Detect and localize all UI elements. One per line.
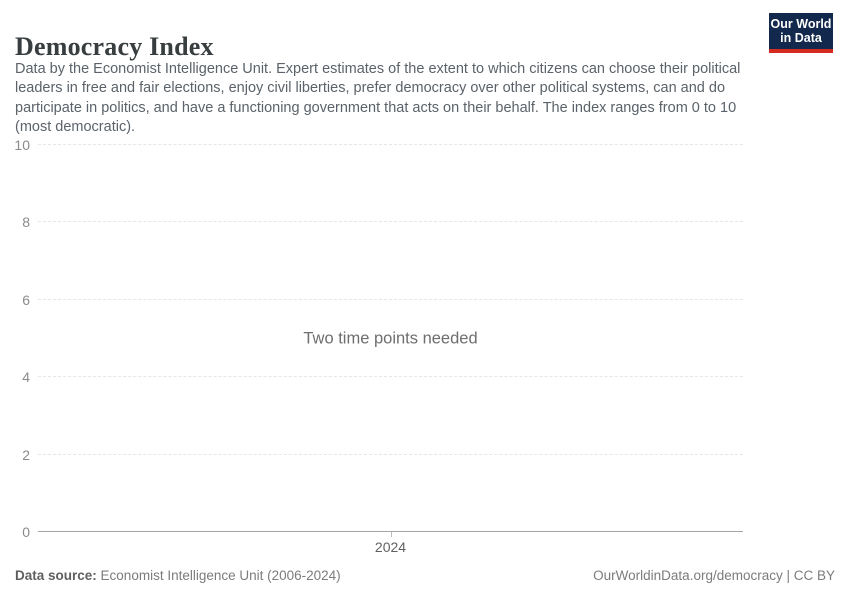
y-gridline — [38, 376, 743, 378]
owid-logo[interactable]: Our World in Data — [769, 13, 833, 53]
plot-area: Two time points needed 0 2 4 6 8 10 2024 — [14, 137, 743, 555]
y-gridline — [38, 453, 743, 455]
y-gridline — [38, 221, 743, 223]
owid-logo-line2: in Data — [780, 31, 822, 45]
owid-logo-red-bar — [769, 49, 833, 53]
data-source-note: Data source: Economist Intelligence Unit… — [15, 568, 341, 583]
chart-footer: Data source: Economist Intelligence Unit… — [15, 568, 835, 583]
y-tick-label: 8 — [22, 214, 30, 231]
data-source-label: Data source: — [15, 568, 97, 583]
chart-subtitle: Data by the Economist Intelligence Unit.… — [15, 61, 741, 135]
y-tick-label: 6 — [22, 291, 30, 308]
y-tick-label: 2 — [22, 446, 30, 463]
owid-logo-box: Our World in Data — [769, 13, 833, 49]
y-tick-label: 4 — [22, 369, 30, 386]
y-tick-label: 10 — [14, 137, 30, 153]
x-tick-label: 2024 — [374, 539, 407, 555]
y-gridline — [38, 144, 743, 145]
y-gridline — [38, 298, 743, 300]
data-source-value: Economist Intelligence Unit (2006-2024) — [100, 568, 341, 583]
owid-logo-line1: Our World — [770, 16, 832, 31]
page-title: Democracy Index — [15, 32, 214, 62]
credit-link[interactable]: OurWorldinData.org/democracy | CC BY — [593, 568, 835, 583]
y-tick-label: 0 — [22, 524, 30, 540]
x-tick-mark — [390, 532, 392, 537]
x-axis-line — [38, 531, 743, 532]
empty-chart-message: Two time points needed — [303, 329, 478, 347]
